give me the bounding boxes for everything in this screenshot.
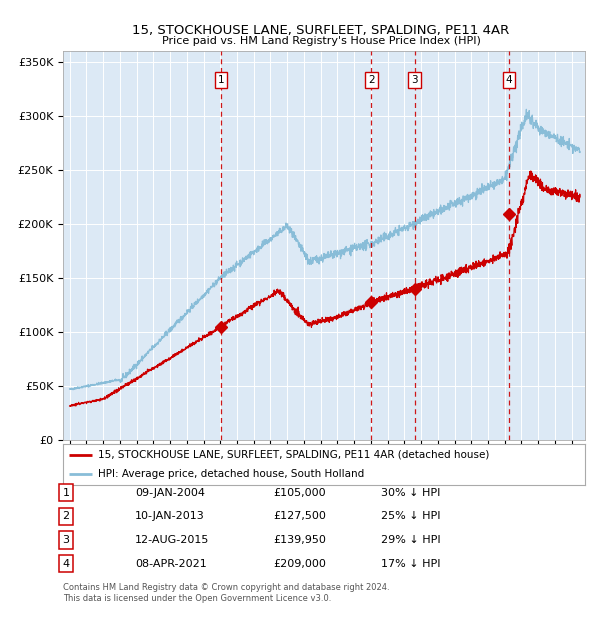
Text: 4: 4: [506, 75, 512, 85]
Text: 08-APR-2021: 08-APR-2021: [135, 559, 207, 569]
Text: Contains HM Land Registry data © Crown copyright and database right 2024.: Contains HM Land Registry data © Crown c…: [63, 583, 389, 592]
Text: 1: 1: [62, 488, 70, 498]
Text: 10-JAN-2013: 10-JAN-2013: [135, 512, 205, 521]
Text: £105,000: £105,000: [273, 488, 326, 498]
Text: 3: 3: [62, 535, 70, 545]
Text: This data is licensed under the Open Government Licence v3.0.: This data is licensed under the Open Gov…: [63, 595, 331, 603]
Text: 15, STOCKHOUSE LANE, SURFLEET, SPALDING, PE11 4AR: 15, STOCKHOUSE LANE, SURFLEET, SPALDING,…: [133, 24, 509, 37]
Text: 09-JAN-2004: 09-JAN-2004: [135, 488, 205, 498]
Text: Price paid vs. HM Land Registry's House Price Index (HPI): Price paid vs. HM Land Registry's House …: [161, 36, 481, 46]
Text: 29% ↓ HPI: 29% ↓ HPI: [381, 535, 440, 545]
Text: £209,000: £209,000: [273, 559, 326, 569]
Text: 3: 3: [412, 75, 418, 85]
Text: 12-AUG-2015: 12-AUG-2015: [135, 535, 209, 545]
Text: 17% ↓ HPI: 17% ↓ HPI: [381, 559, 440, 569]
Text: 1: 1: [217, 75, 224, 85]
Text: 4: 4: [62, 559, 70, 569]
Text: £139,950: £139,950: [273, 535, 326, 545]
Text: 30% ↓ HPI: 30% ↓ HPI: [381, 488, 440, 498]
Text: 2: 2: [368, 75, 374, 85]
Text: 15, STOCKHOUSE LANE, SURFLEET, SPALDING, PE11 4AR (detached house): 15, STOCKHOUSE LANE, SURFLEET, SPALDING,…: [98, 450, 490, 460]
Text: 25% ↓ HPI: 25% ↓ HPI: [381, 512, 440, 521]
Text: HPI: Average price, detached house, South Holland: HPI: Average price, detached house, Sout…: [98, 469, 365, 479]
Text: £127,500: £127,500: [273, 512, 326, 521]
Text: 2: 2: [62, 512, 70, 521]
